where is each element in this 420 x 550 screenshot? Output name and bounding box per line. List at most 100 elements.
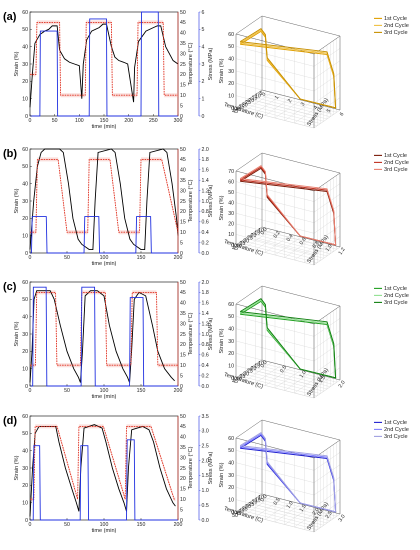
side-wall-grid-line: [235, 107, 315, 129]
stress-line: [30, 216, 178, 254]
x3d-tick-label: 30: [243, 238, 249, 244]
y3d-tick-label: 0.0: [260, 360, 269, 369]
z-tick-label: 50: [228, 44, 234, 50]
y3d-tick-label: 1.2: [338, 247, 347, 256]
temperature-tick-label: 10: [180, 497, 186, 503]
temperature-tick-label: 40: [180, 168, 186, 174]
temperature-tick-label: 20: [180, 342, 186, 348]
temperature-tick-label: 5: [180, 373, 183, 379]
x-tick-label: 150: [100, 118, 109, 124]
temperature-tick-label: 20: [180, 72, 186, 78]
side-wall-grid-line: [235, 70, 315, 92]
stress-tick-label: 1: [202, 96, 205, 102]
temperature-tick-label: 0: [180, 114, 183, 120]
z-tick-label: 50: [228, 448, 234, 454]
cycle-3-loop: [239, 165, 337, 246]
box-edge: [261, 15, 341, 37]
temperature-line: [30, 425, 176, 500]
stress-line: [30, 286, 178, 387]
x3d-tick-label: 45: [232, 379, 238, 385]
strain-tick-label: 60: [22, 280, 28, 286]
y3d-tick-label: 1: [274, 95, 281, 101]
temperature-tick-label: 25: [180, 62, 186, 68]
temperature-tick-label: 50: [180, 414, 186, 420]
y3d-tick-label: 1.0: [286, 500, 295, 509]
x-tick-label: 300: [174, 118, 183, 124]
x-axis-title: time (min): [92, 394, 117, 400]
temperature-tick-label: 15: [180, 353, 186, 359]
back-wall-grid-line: [313, 85, 341, 104]
temperature-axis-title: Temperature (°C): [188, 312, 194, 355]
box-edge: [235, 15, 263, 35]
floor-grid-line: [294, 241, 321, 261]
x3d-tick-label: 45: [232, 246, 238, 252]
z-tick-label: 40: [228, 460, 234, 466]
x3d-tick-label: 50: [232, 513, 238, 519]
x3d-tick-label: 25: [247, 369, 253, 375]
legend-label-cycle-1: 1st Cycle: [384, 286, 407, 292]
x3d-tick-label: 20: [251, 233, 257, 239]
x3d-tick-label: 25: [245, 100, 251, 106]
strain-tick-label: 50: [22, 431, 28, 437]
strain-tick-label: 40: [22, 314, 28, 320]
stress-tick-label: 0.5: [202, 503, 209, 509]
strain-axis-title: Strain (%): [14, 321, 20, 346]
back-wall-grid-line: [313, 215, 341, 234]
x-axis-title: time (min): [92, 124, 117, 130]
back-wall-grid-line: [313, 48, 341, 67]
temperature-line: [30, 158, 179, 233]
temperature-tick-label: 25: [180, 466, 186, 472]
temperature-tick-label: 40: [180, 31, 186, 37]
z-tick-label: 0: [231, 243, 234, 249]
stress-line: [30, 11, 178, 117]
back-wall-grid-line: [313, 60, 341, 79]
z-tick-label: 10: [228, 232, 234, 238]
temperature-axis-title: Temperature (°C): [188, 179, 194, 222]
temperature-axis-title: Temperature (°C): [188, 446, 194, 489]
strain-tick-label: 40: [22, 448, 28, 454]
back-wall-grid-line: [313, 318, 341, 337]
y3d-tick-label: 4: [313, 105, 320, 111]
x3d-tick-label: 35: [240, 374, 246, 380]
plot-frame: [29, 11, 179, 117]
stress-tick-label: 2.0: [202, 458, 209, 464]
box-edge: [261, 226, 341, 248]
legend-label-cycle-1: 1st Cycle: [384, 153, 407, 159]
z-tick-label: 0: [231, 106, 234, 112]
x-axis-title: time (min): [92, 528, 117, 534]
strain-line: [29, 290, 175, 383]
z-tick-label: 0: [231, 376, 234, 382]
stress-tick-label: 0.6: [202, 220, 209, 226]
side-wall-grid-line: [235, 511, 315, 533]
side-wall-grid-line: [235, 234, 315, 255]
y3d-tick-label: 2: [287, 98, 294, 104]
panel-label: (a): [3, 11, 17, 23]
y3d-tick-label: 0.6: [299, 237, 308, 246]
x-tick-label: 200: [174, 255, 183, 261]
stress-tick-label: 0.2: [202, 240, 209, 246]
legend-label-cycle-2: 2nd Cycle: [384, 293, 409, 299]
strain-tick-label: 10: [22, 233, 28, 239]
back-wall-grid-line: [313, 355, 341, 374]
strain-tick-label: 20: [22, 483, 28, 489]
side-wall-grid-line: [235, 316, 315, 337]
strain-line: [29, 148, 179, 250]
z-tick-label: 40: [228, 56, 234, 62]
strain-tick-label: 30: [22, 332, 28, 338]
plot-frame: [29, 148, 179, 254]
stress-tick-label: 0.4: [202, 230, 209, 236]
x-tick-label: 50: [52, 118, 58, 124]
side-wall-grid-line: [235, 244, 315, 266]
stress-tick-label: 4: [202, 44, 205, 50]
temperature-tick-label: 30: [180, 455, 186, 461]
stress-tick-label: 1.5: [202, 473, 209, 479]
side-wall-grid-line: [235, 474, 315, 496]
temperature-tick-label: 5: [180, 240, 183, 246]
x3d-tick-label: 20: [252, 500, 258, 506]
